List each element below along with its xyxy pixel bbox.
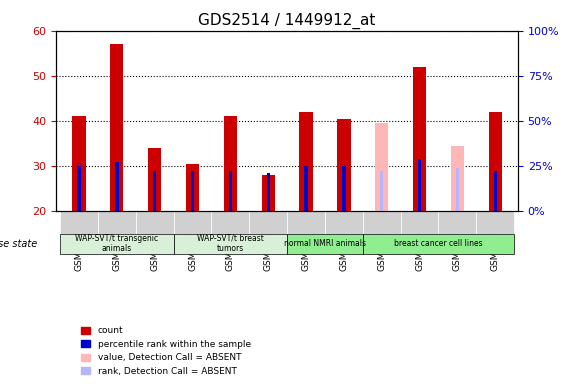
Bar [266, 173, 270, 211]
Bar [305, 166, 308, 211]
FancyBboxPatch shape [136, 211, 173, 234]
FancyBboxPatch shape [287, 234, 363, 254]
Bar [77, 166, 81, 211]
Text: disease state: disease state [0, 239, 37, 249]
FancyBboxPatch shape [60, 211, 98, 234]
Bar [418, 159, 421, 211]
FancyBboxPatch shape [287, 211, 325, 234]
Bar [148, 148, 162, 211]
Bar [186, 164, 199, 211]
FancyBboxPatch shape [60, 234, 173, 254]
Bar [224, 116, 237, 211]
FancyBboxPatch shape [249, 211, 287, 234]
Legend: count, percentile rank within the sample, value, Detection Call = ABSENT, rank, : count, percentile rank within the sample… [78, 323, 254, 379]
Bar [110, 44, 123, 211]
FancyBboxPatch shape [98, 211, 136, 234]
Bar [337, 119, 351, 211]
Bar [456, 168, 459, 211]
Bar [229, 170, 232, 211]
Text: normal NMRI animals: normal NMRI animals [284, 239, 366, 248]
Bar [73, 116, 86, 211]
Text: breast cancer cell lines: breast cancer cell lines [394, 239, 483, 248]
Text: WAP-SVT/t transgenic
animals: WAP-SVT/t transgenic animals [75, 234, 158, 253]
Bar [489, 112, 502, 211]
Bar [413, 67, 426, 211]
Bar [342, 166, 346, 211]
FancyBboxPatch shape [325, 211, 363, 234]
FancyBboxPatch shape [363, 234, 514, 254]
Bar [375, 123, 388, 211]
FancyBboxPatch shape [439, 211, 476, 234]
FancyBboxPatch shape [173, 211, 212, 234]
Title: GDS2514 / 1449912_at: GDS2514 / 1449912_at [198, 13, 376, 29]
FancyBboxPatch shape [212, 211, 249, 234]
FancyBboxPatch shape [173, 234, 287, 254]
Bar [380, 170, 383, 211]
Bar [153, 170, 157, 211]
Bar [494, 170, 497, 211]
Bar [191, 170, 194, 211]
Text: WAP-SVT/t breast
tumors: WAP-SVT/t breast tumors [197, 234, 264, 253]
Bar [451, 146, 464, 211]
FancyBboxPatch shape [363, 211, 401, 234]
Bar [115, 162, 118, 211]
Bar [300, 112, 312, 211]
FancyBboxPatch shape [401, 211, 439, 234]
FancyBboxPatch shape [476, 211, 514, 234]
Bar [262, 175, 275, 211]
